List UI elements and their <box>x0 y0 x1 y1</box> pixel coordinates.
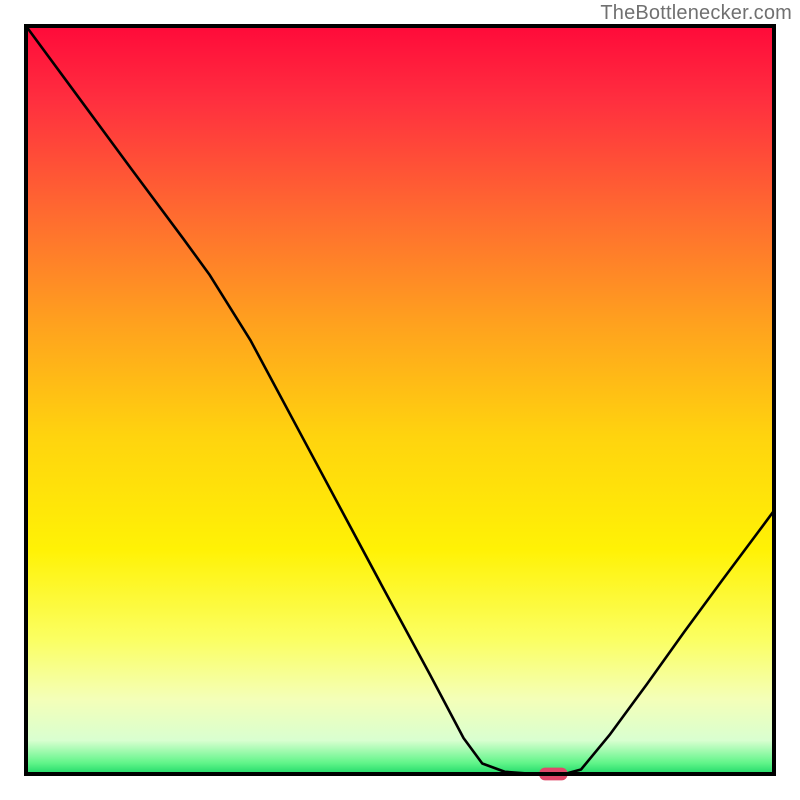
chart-svg <box>0 0 800 800</box>
bottleneck-chart: TheBottlenecker.com <box>0 0 800 800</box>
watermark-text: TheBottlenecker.com <box>600 2 792 25</box>
